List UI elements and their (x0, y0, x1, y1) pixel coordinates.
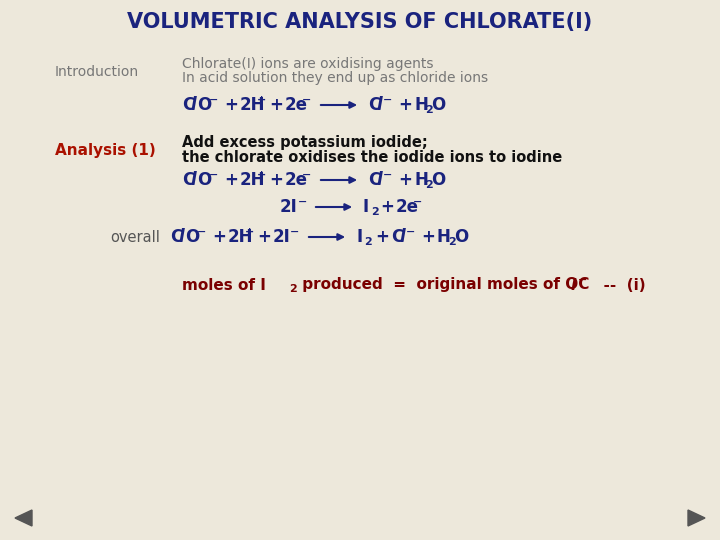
Text: −: − (290, 227, 300, 237)
Text: O: O (197, 96, 211, 114)
Text: H: H (414, 171, 428, 189)
Polygon shape (15, 510, 32, 526)
Text: +: + (375, 228, 389, 246)
Text: produced  =  original moles of OC: produced = original moles of OC (297, 278, 590, 293)
Text: −: − (383, 170, 392, 180)
Text: −: − (413, 197, 423, 207)
Text: −: − (406, 227, 415, 237)
Text: 2: 2 (425, 105, 433, 115)
Text: −: − (578, 275, 588, 285)
Text: 2e: 2e (285, 96, 308, 114)
Text: −: − (302, 95, 311, 105)
Text: O: O (454, 228, 468, 246)
Text: +: + (421, 228, 435, 246)
Polygon shape (688, 510, 705, 526)
Text: 2I: 2I (273, 228, 291, 246)
Text: l: l (178, 228, 184, 246)
Text: −: − (197, 227, 207, 237)
Text: H: H (414, 96, 428, 114)
Text: 2H: 2H (240, 96, 266, 114)
Text: 2e: 2e (285, 171, 308, 189)
Text: H: H (437, 228, 451, 246)
Text: +: + (380, 198, 394, 216)
Text: 2I: 2I (280, 198, 298, 216)
Text: overall: overall (110, 230, 160, 245)
Text: C: C (182, 171, 194, 189)
Text: +: + (269, 96, 283, 114)
Text: +: + (245, 227, 254, 237)
Text: −: − (302, 170, 311, 180)
Text: +: + (224, 96, 238, 114)
Text: 2H: 2H (228, 228, 253, 246)
Text: the chlorate oxidises the iodide ions to iodine: the chlorate oxidises the iodide ions to… (182, 150, 562, 165)
Text: l: l (376, 171, 382, 189)
Text: 2: 2 (364, 237, 372, 247)
Text: l: l (399, 228, 405, 246)
Text: +: + (257, 170, 266, 180)
Text: +: + (257, 95, 266, 105)
Text: Chlorate(I) ions are oxidising agents: Chlorate(I) ions are oxidising agents (182, 57, 433, 71)
Text: +: + (224, 171, 238, 189)
Text: C: C (182, 96, 194, 114)
Text: l: l (190, 171, 196, 189)
Text: −: − (209, 95, 218, 105)
Text: --  (i): -- (i) (593, 278, 646, 293)
Text: O: O (431, 171, 445, 189)
Text: O: O (197, 171, 211, 189)
Text: −: − (383, 95, 392, 105)
Text: C: C (391, 228, 403, 246)
Text: +: + (398, 96, 412, 114)
Text: I: I (356, 228, 362, 246)
Text: 2: 2 (289, 284, 297, 294)
Text: In acid solution they end up as chloride ions: In acid solution they end up as chloride… (182, 71, 488, 85)
Text: C: C (368, 171, 380, 189)
Text: C: C (170, 228, 182, 246)
Text: VOLUMETRIC ANALYSIS OF CHLORATE(I): VOLUMETRIC ANALYSIS OF CHLORATE(I) (127, 12, 593, 32)
Text: l: l (376, 96, 382, 114)
Text: +: + (269, 171, 283, 189)
Text: 2e: 2e (396, 198, 419, 216)
Text: 2: 2 (371, 207, 379, 217)
Text: Add excess potassium iodide;: Add excess potassium iodide; (182, 134, 428, 150)
Text: +: + (257, 228, 271, 246)
Text: Introduction: Introduction (55, 65, 139, 79)
Text: +: + (212, 228, 226, 246)
Text: moles of I: moles of I (182, 278, 266, 293)
Text: Analysis (1): Analysis (1) (55, 143, 156, 158)
Text: 2: 2 (425, 180, 433, 190)
Text: O: O (431, 96, 445, 114)
Text: l: l (571, 278, 576, 293)
Text: +: + (398, 171, 412, 189)
Text: −: − (298, 197, 307, 207)
Text: −: − (209, 170, 218, 180)
Text: O: O (185, 228, 199, 246)
Text: 2H: 2H (240, 171, 266, 189)
Text: 2: 2 (448, 237, 456, 247)
Text: I: I (363, 198, 369, 216)
Text: l: l (190, 96, 196, 114)
Text: C: C (368, 96, 380, 114)
